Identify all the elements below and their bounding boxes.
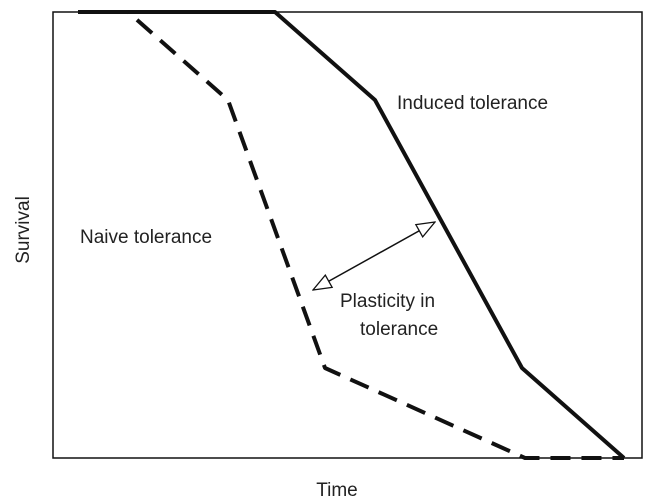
- plot-frame: [52, 11, 643, 459]
- plasticity-label: tolerance: [360, 319, 438, 340]
- y-axis-label: Survival: [13, 196, 34, 264]
- plasticity-arrow: [313, 222, 435, 290]
- plasticity-label: Plasticity in: [340, 291, 435, 312]
- x-axis-label: Time: [316, 480, 358, 501]
- induced-label: Induced tolerance: [397, 93, 548, 114]
- naive-curve: [78, 10, 624, 460]
- induced-curve: [78, 10, 626, 460]
- naive-label: Naive tolerance: [80, 227, 212, 248]
